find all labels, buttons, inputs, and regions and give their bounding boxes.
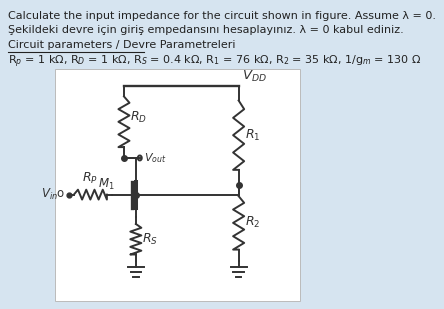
Text: Calculate the input impedance for the circuit shown in figure. Assume λ = 0.: Calculate the input impedance for the ci…	[8, 11, 436, 21]
Text: R$_p$ = 1 kΩ, R$_D$ = 1 kΩ, R$_S$ = 0.4 kΩ, R$_1$ = 76 kΩ, R$_2$ = 35 kΩ, 1/g$_m: R$_p$ = 1 kΩ, R$_D$ = 1 kΩ, R$_S$ = 0.4 …	[8, 54, 421, 70]
Text: Şekildeki devre için giriş empedansını hesaplayınız. λ = 0 kabul ediniz.: Şekildeki devre için giriş empedansını h…	[8, 25, 404, 35]
Text: $R_P$: $R_P$	[83, 171, 98, 186]
Text: $R_1$: $R_1$	[245, 128, 260, 143]
Text: $R_2$: $R_2$	[245, 215, 260, 231]
Text: $M_1$: $M_1$	[98, 176, 115, 192]
Text: $R_S$: $R_S$	[142, 232, 158, 247]
Text: $V_{DD}$: $V_{DD}$	[242, 69, 267, 84]
Text: $R_D$: $R_D$	[130, 110, 147, 125]
Bar	[55, 69, 300, 301]
Text: $V_{in}$o: $V_{in}$o	[41, 187, 65, 202]
Text: Circuit parameters / Devre Parametreleri: Circuit parameters / Devre Parametreleri	[8, 40, 235, 50]
Text: $V_{out}$: $V_{out}$	[144, 151, 166, 165]
